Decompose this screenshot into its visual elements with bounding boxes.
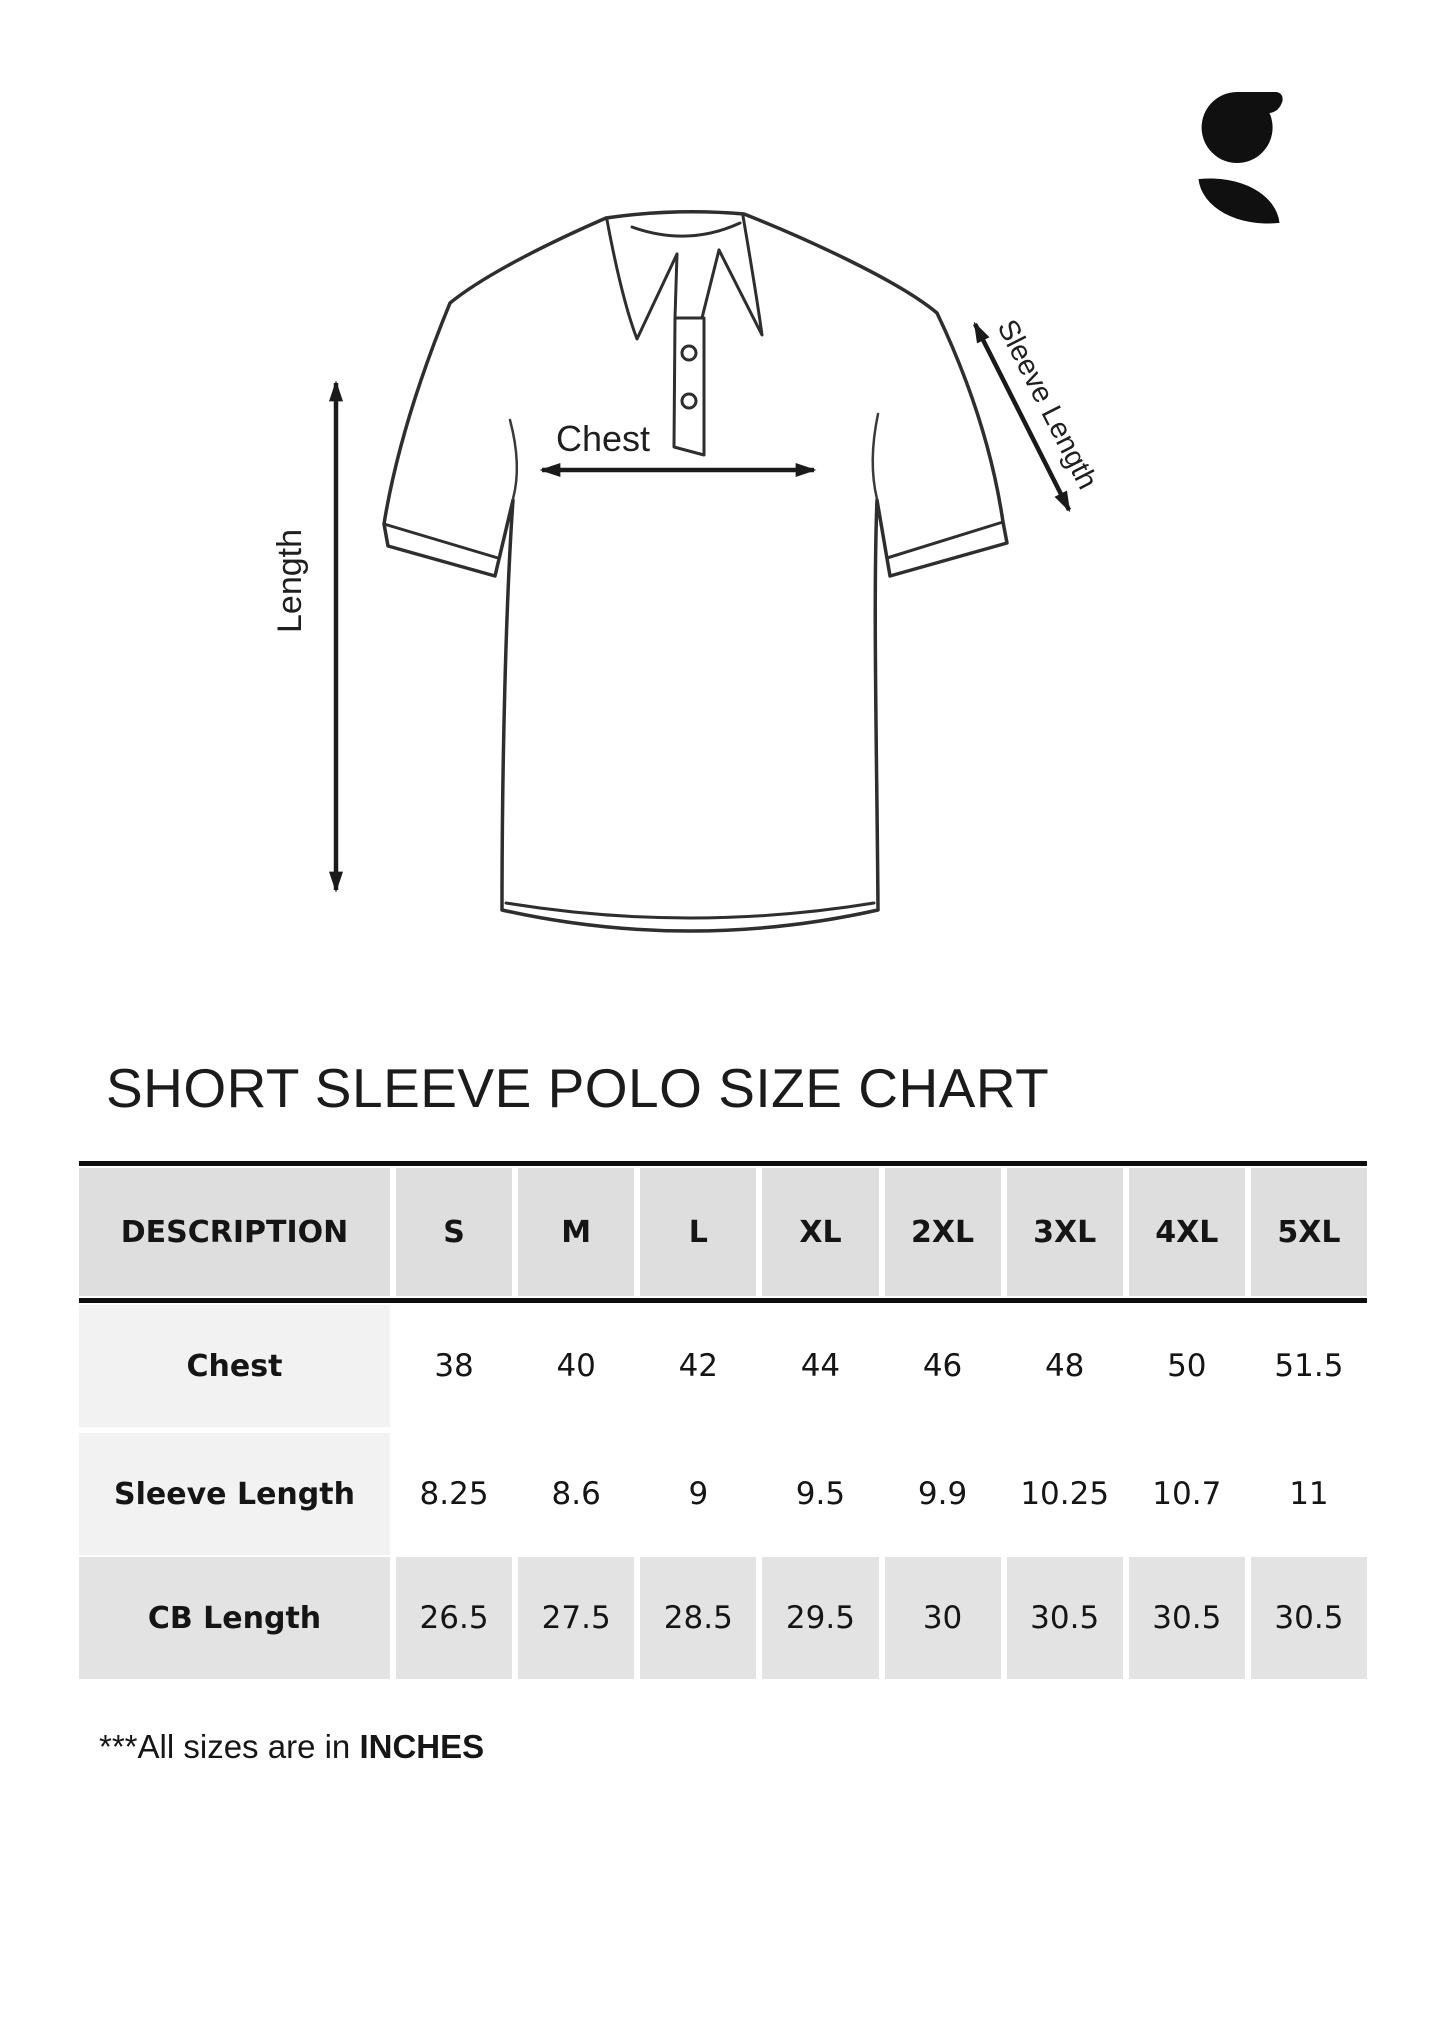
size-value: 30.5 (1006, 1557, 1123, 1679)
table-cb-row: CB Length 26.5 27.5 28.5 29.5 30 30.5 30… (79, 1557, 1367, 1679)
row-label: Sleeve Length (79, 1433, 390, 1555)
size-value: 28.5 (640, 1557, 757, 1679)
col-header: 4XL (1128, 1168, 1245, 1296)
size-value: 9.5 (762, 1433, 879, 1555)
size-value: 44 (762, 1305, 879, 1427)
size-value: 26.5 (396, 1557, 513, 1679)
brand-logo-icon (1198, 92, 1283, 224)
col-header: 2XL (884, 1168, 1001, 1296)
col-header: M (518, 1168, 635, 1296)
row-label: Chest (79, 1305, 390, 1427)
row-label: CB Length (79, 1557, 390, 1679)
size-chart-table: DESCRIPTION S M L XL 2XL 3XL 4XL 5XL Che… (79, 1161, 1367, 1681)
button-top (680, 344, 698, 362)
table-body: Chest 38 40 42 44 46 48 50 51.5 Sleeve L… (79, 1305, 1367, 1555)
col-header: 5XL (1250, 1168, 1367, 1296)
size-value: 11 (1250, 1433, 1367, 1555)
chest-label: Chest (556, 418, 650, 459)
size-value: 9.9 (884, 1433, 1001, 1555)
footnote-text: ***All sizes are in (99, 1728, 360, 1765)
size-value: 8.6 (518, 1433, 635, 1555)
table-header-rule (79, 1298, 1367, 1303)
size-value: 40 (518, 1305, 635, 1427)
col-header: L (640, 1168, 757, 1296)
polo-shirt-outline (382, 210, 1009, 933)
size-value: 9 (640, 1433, 757, 1555)
size-value: 10.7 (1128, 1433, 1245, 1555)
length-label: Length (271, 529, 309, 633)
table-top-rule (79, 1161, 1367, 1166)
col-header: DESCRIPTION (79, 1168, 390, 1296)
size-value: 8.25 (396, 1433, 513, 1555)
col-header: 3XL (1006, 1168, 1123, 1296)
table-header-row: DESCRIPTION S M L XL 2XL 3XL 4XL 5XL (79, 1168, 1367, 1296)
size-value: 30.5 (1128, 1557, 1245, 1679)
col-header: XL (762, 1168, 879, 1296)
button-bottom (680, 392, 698, 410)
size-value: 30.5 (1250, 1557, 1367, 1679)
size-value: 48 (1006, 1305, 1123, 1427)
col-header: S (396, 1168, 513, 1296)
units-footnote: ***All sizes are in INCHES (99, 1728, 484, 1766)
size-value: 42 (640, 1305, 757, 1427)
size-value: 46 (884, 1305, 1001, 1427)
sleeve-length-arrow (972, 321, 1072, 513)
size-value: 30 (884, 1557, 1001, 1679)
size-value: 27.5 (518, 1557, 635, 1679)
footnote-unit: INCHES (359, 1728, 485, 1765)
size-value: 29.5 (762, 1557, 879, 1679)
shirt-measurement-diagram: Chest Length Sleeve Length (250, 150, 1150, 960)
page-title: SHORT SLEEVE POLO SIZE CHART (106, 1057, 1050, 1119)
size-value: 10.25 (1006, 1433, 1123, 1555)
size-value: 38 (396, 1305, 513, 1427)
size-value: 50 (1128, 1305, 1245, 1427)
size-value: 51.5 (1250, 1305, 1367, 1427)
